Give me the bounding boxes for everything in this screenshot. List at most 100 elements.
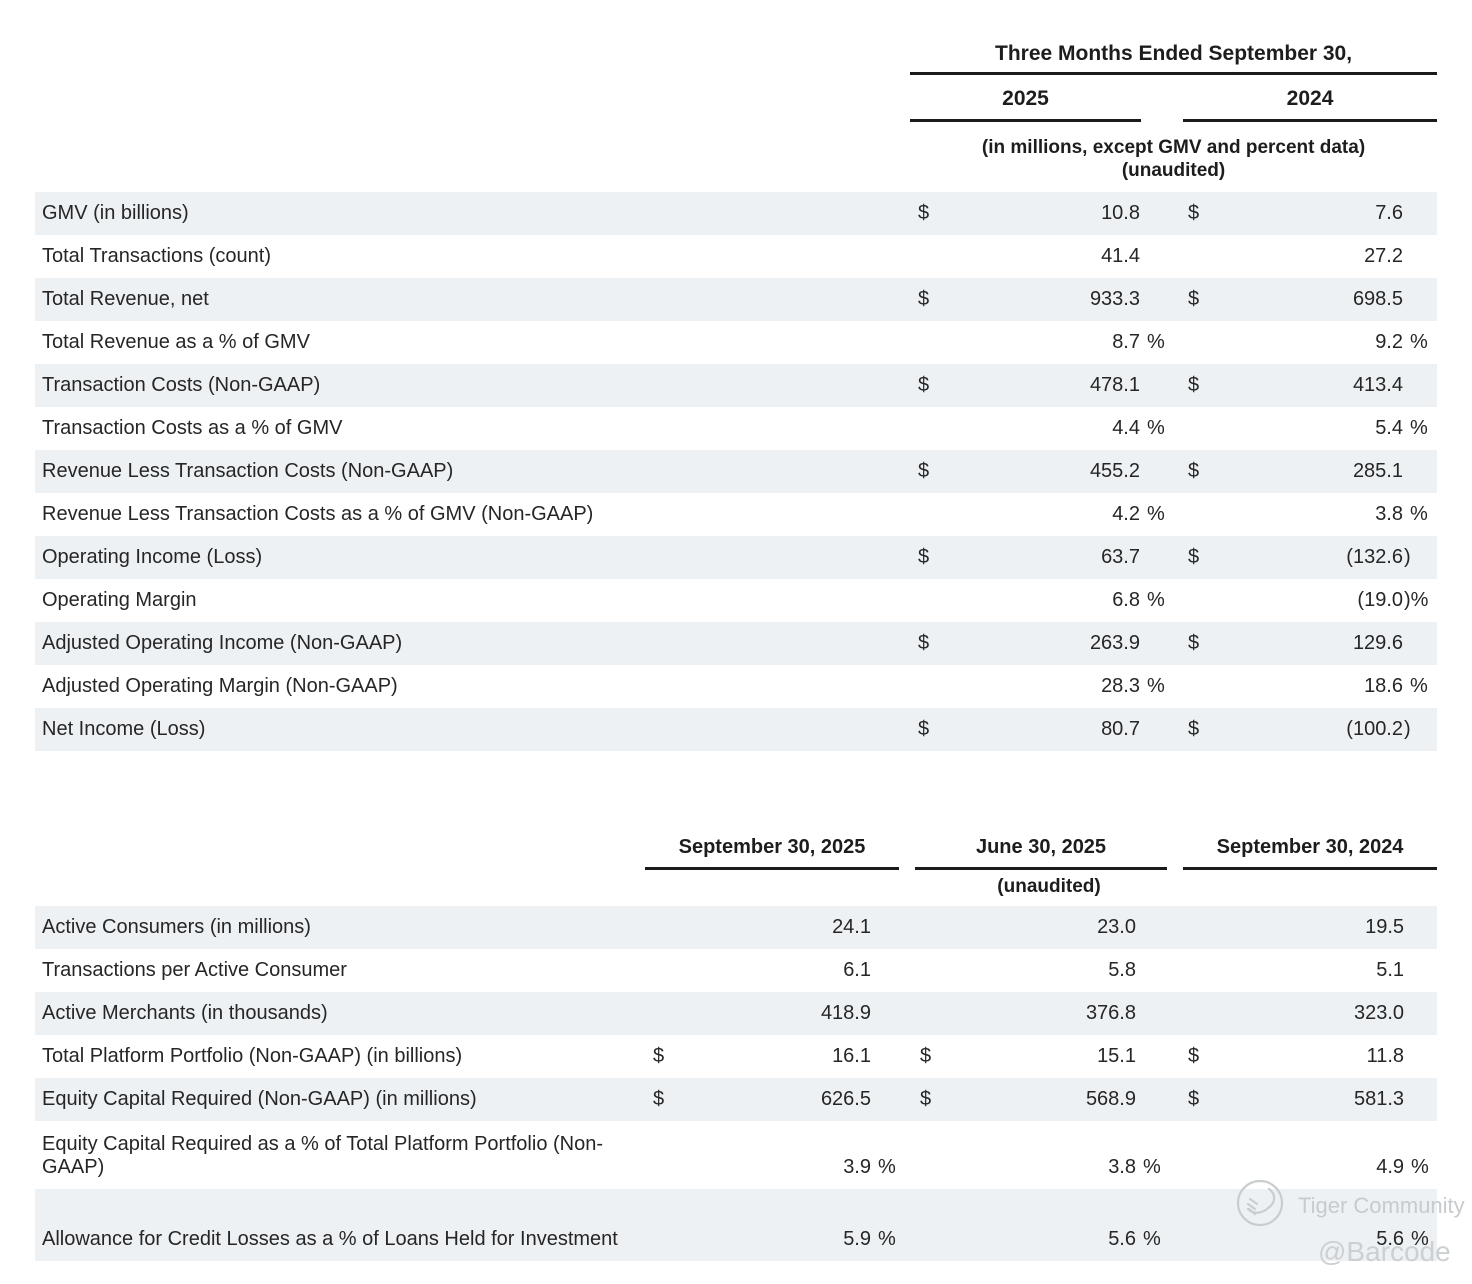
currency-symbol: $ <box>1183 450 1238 493</box>
value-suffix: % <box>1147 331 1165 353</box>
value-suffix: ) <box>1403 536 1438 579</box>
header-spacer <box>35 75 910 122</box>
row-label: Active Merchants (in thousands) <box>35 992 645 1035</box>
metric-value: 5.4 <box>1375 417 1403 439</box>
table-row: Total Transactions (count) 41.4 27.2 <box>35 235 1437 278</box>
currency-symbol: $ <box>910 364 966 407</box>
metric-value: 376.8 <box>970 992 1136 1035</box>
value-suffix <box>1404 949 1437 992</box>
metric-value: 23.0 <box>970 906 1136 949</box>
value-suffix <box>1140 622 1183 665</box>
row-label: GMV (in billions) <box>35 192 910 235</box>
currency-symbol: $ <box>1183 278 1238 321</box>
row-label: Operating Margin <box>42 589 197 611</box>
metric-value: 455.2 <box>966 450 1140 493</box>
row-label: Transaction Costs (Non-GAAP) <box>35 364 910 407</box>
value-suffix: % <box>1410 331 1428 353</box>
value-suffix <box>871 1078 915 1121</box>
currency-symbol: $ <box>645 1078 700 1121</box>
value-suffix <box>1404 992 1438 1035</box>
value-suffix <box>1136 949 1183 992</box>
header-spacer <box>35 122 910 192</box>
metric-value: 10.8 <box>966 192 1140 235</box>
value-suffix <box>1140 536 1183 579</box>
units-note-line2: (unaudited) <box>1121 160 1226 181</box>
metric-value: 5.1 <box>1376 959 1405 981</box>
currency-symbol <box>915 1121 970 1189</box>
currency-symbol: $ <box>1183 536 1238 579</box>
metric-value: 19.5 <box>1238 906 1405 949</box>
metric-value: 418.9 <box>700 992 871 1035</box>
value-suffix <box>1403 235 1437 278</box>
header-spacer <box>645 870 915 906</box>
table-row: Operating Margin 6.8% (19.0)% <box>35 579 1437 622</box>
table-row: Transactions per Active Consumer 6.1 5.8 5.… <box>35 949 1437 992</box>
table-row: Active Merchants (in thousands) 418.9 376.… <box>35 992 1438 1035</box>
column-header-2025: 2025 <box>910 87 1141 122</box>
header-spacer <box>35 870 645 906</box>
currency-symbol <box>1183 321 1238 364</box>
value-suffix <box>1140 708 1183 751</box>
metric-value: 63.7 <box>966 536 1140 579</box>
table-row: Net Income (Loss) $80.7 $ (100.2) <box>35 708 1438 751</box>
column-header-jun-30-2025: June 30, 2025 <box>915 836 1168 870</box>
currency-symbol <box>915 949 970 992</box>
metric-value: 15.1 <box>1097 1045 1136 1067</box>
table-row: Total Revenue as a % of GMV 8.7% 9.2% <box>35 321 1437 364</box>
value-suffix: % <box>1147 417 1165 439</box>
period-header: Three Months Ended September 30, <box>910 42 1438 75</box>
column-header-2024: 2024 <box>1183 87 1438 122</box>
year-columns-row: 2025 2024 <box>35 75 1438 122</box>
table-row: Allowance for Credit Losses as a % of Lo… <box>35 1189 1438 1261</box>
currency-symbol <box>910 407 966 450</box>
unaudited-note: (unaudited) <box>997 876 1101 897</box>
metric-value: 11.8 <box>1366 1045 1405 1067</box>
value-suffix: % <box>1147 675 1165 697</box>
value-suffix <box>1140 278 1183 321</box>
value-suffix <box>871 906 915 949</box>
date-columns-row: September 30, 2025 June 30, 2025 Septemb… <box>35 826 1438 870</box>
units-note-cell: (in millions, except GMV and percent dat… <box>910 122 1437 192</box>
row-label: Total Revenue, net <box>35 278 910 321</box>
quarterly-results-body: GMV (in billions) $10.8 $7.6 Total Transact… <box>35 192 1438 751</box>
metric-value: 626.5 <box>700 1078 871 1121</box>
metric-value: 16.1 <box>832 1045 871 1067</box>
metric-value: 24.1 <box>700 906 871 949</box>
value-suffix <box>1403 364 1438 407</box>
currency-symbol <box>915 992 970 1035</box>
value-suffix <box>1140 235 1183 278</box>
metric-value: 5.9 <box>700 1189 871 1261</box>
metric-value: 933.3 <box>966 278 1140 321</box>
value-suffix: % <box>1143 1156 1161 1178</box>
units-note-row: (in millions, except GMV and percent dat… <box>35 122 1437 192</box>
metric-value: 6.8 <box>1112 589 1140 611</box>
metric-value: 8.7 <box>1112 331 1140 353</box>
value-suffix: % <box>1410 675 1428 697</box>
value-suffix: % <box>1410 417 1428 439</box>
metric-value: (19.0 <box>1357 589 1403 611</box>
currency-symbol: $ <box>1183 364 1238 407</box>
currency-symbol <box>910 235 966 278</box>
table-row: Revenue Less Transaction Costs (Non-GAAP… <box>35 450 1438 493</box>
value-suffix <box>1403 192 1438 235</box>
value-suffix: % <box>1147 503 1165 525</box>
column-header-sep-30-2024: September 30, 2024 <box>1183 836 1438 870</box>
metric-value: 478.1 <box>966 364 1140 407</box>
value-suffix <box>1136 1078 1184 1121</box>
currency-symbol <box>915 1189 970 1261</box>
metric-value: 263.9 <box>966 622 1140 665</box>
value-suffix: % <box>871 1189 915 1261</box>
table-row: Active Consumers (in millions) 24.1 23.0 19… <box>35 906 1438 949</box>
metric-value: 28.3 <box>1101 675 1140 697</box>
row-label: Total Transactions (count) <box>42 245 271 267</box>
value-suffix: )% <box>1404 589 1429 611</box>
header-spacer <box>35 826 645 870</box>
metric-value: 18.6 <box>1364 675 1403 697</box>
currency-symbol <box>1183 949 1238 992</box>
currency-symbol: $ <box>920 1045 932 1067</box>
currency-symbol <box>1183 906 1239 949</box>
metric-value: 3.8 <box>1108 1156 1136 1178</box>
currency-symbol <box>1183 493 1238 536</box>
metric-value: 285.1 <box>1238 450 1403 493</box>
table-row: Transaction Costs (Non-GAAP) $478.1 $413.4 <box>35 364 1438 407</box>
